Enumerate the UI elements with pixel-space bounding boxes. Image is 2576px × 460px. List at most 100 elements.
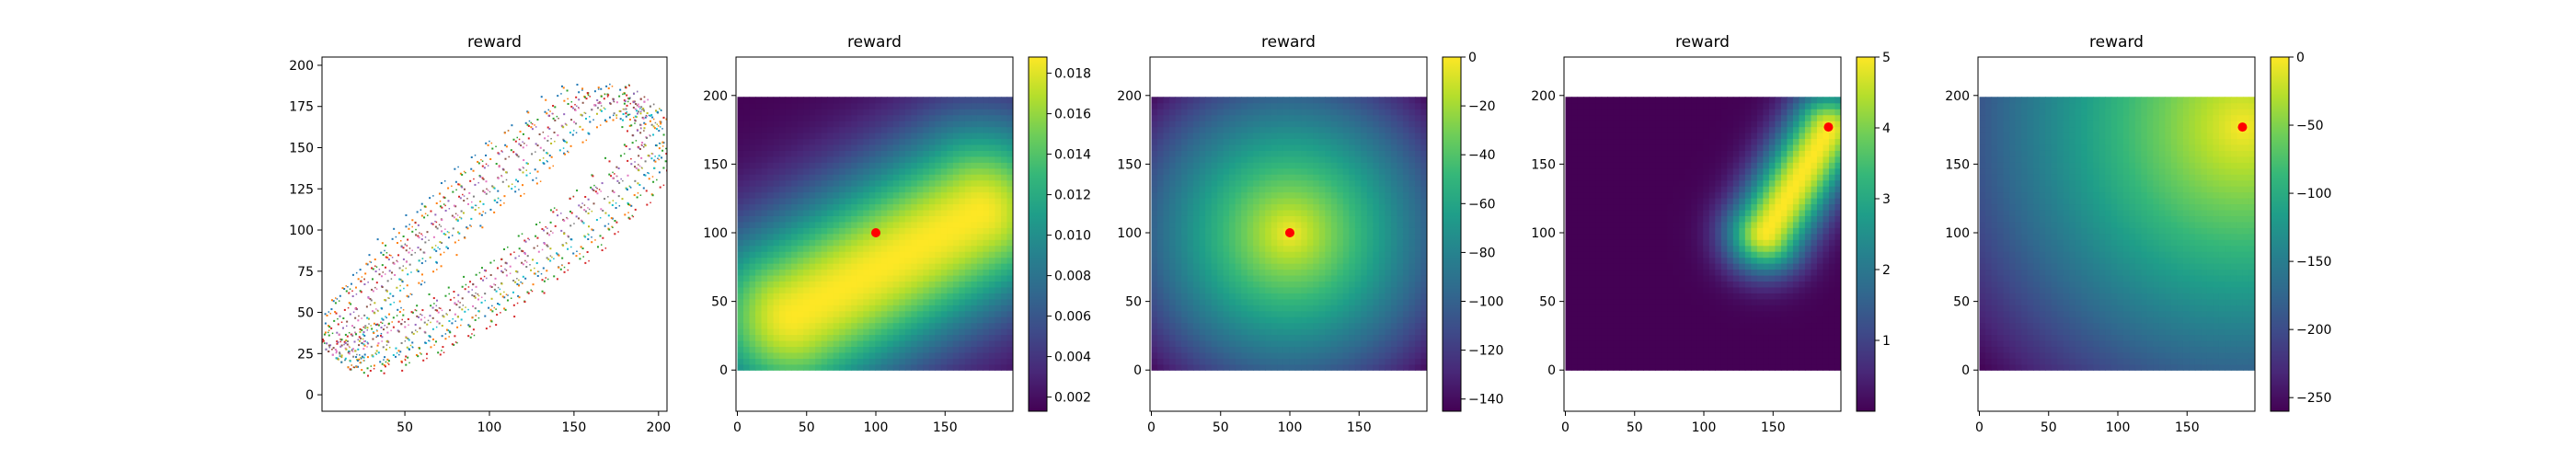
heatmap-cell: [899, 339, 906, 348]
heatmap-cell: [935, 245, 942, 252]
heatmap-cell: [928, 150, 936, 157]
trajectory-point: [646, 203, 649, 206]
heatmap-cell: [875, 215, 882, 223]
heatmap-cell: [880, 221, 888, 228]
trajectory-point: [414, 309, 417, 311]
heatmap-cell: [737, 198, 744, 205]
trajectory-point: [629, 102, 632, 105]
trajectory-point: [578, 91, 581, 94]
heatmap-cell: [1277, 322, 1284, 329]
heatmap-cell: [952, 293, 960, 300]
heatmap-cell: [761, 144, 768, 151]
heatmap-cell: [1235, 257, 1242, 264]
heatmap-cell: [1235, 132, 1242, 140]
heatmap-cell: [1259, 263, 1266, 270]
heatmap-cell: [1193, 198, 1201, 205]
heatmap-cell: [791, 322, 799, 329]
heatmap-cell: [767, 126, 775, 133]
y-tick-label: 150: [703, 157, 728, 172]
heatmap-cell: [880, 274, 888, 282]
heatmap-cell: [1175, 274, 1182, 282]
heatmap-cell: [935, 132, 942, 140]
trajectory-point: [388, 254, 391, 257]
trajectory-point: [535, 235, 537, 237]
trajectory-point: [419, 351, 421, 354]
heatmap-cell: [791, 155, 799, 163]
heatmap-cell: [797, 174, 804, 181]
heatmap-cell: [964, 209, 972, 216]
heatmap-cell: [1006, 198, 1013, 205]
heatmap-cell: [1282, 316, 1290, 324]
heatmap-cell: [971, 316, 978, 324]
heatmap-cell: [940, 339, 948, 348]
trajectory-point: [516, 154, 519, 156]
heatmap-cell: [851, 305, 858, 312]
trajectory-point: [465, 283, 467, 286]
heatmap-cell: [1229, 186, 1236, 193]
trajectory-point: [393, 301, 396, 304]
heatmap-cell: [1241, 167, 1248, 175]
heatmap-cell: [1271, 257, 1278, 264]
heatmap-cell: [1000, 102, 1008, 109]
heatmap-cell: [809, 109, 816, 116]
trajectory-point: [592, 119, 594, 121]
trajectory-point: [648, 178, 650, 180]
trajectory-point: [461, 308, 464, 311]
trajectory-point: [390, 271, 393, 274]
trajectory-point: [572, 130, 575, 132]
heatmap-cell: [988, 167, 996, 175]
heatmap-cell: [952, 358, 960, 365]
heatmap-cell: [868, 316, 876, 324]
heatmap-cell: [821, 233, 828, 240]
heatmap-cell: [845, 269, 852, 276]
heatmap-cell: [1006, 257, 1013, 264]
heatmap-cell: [791, 138, 799, 145]
heatmap-cell: [880, 97, 888, 104]
heatmap-cell: [904, 144, 912, 151]
heatmap-cell: [845, 144, 852, 151]
trajectory-point: [345, 285, 348, 287]
heatmap-cell: [827, 191, 834, 199]
heatmap-cell: [947, 114, 954, 121]
heatmap-cell: [863, 97, 870, 104]
heatmap-cell: [875, 233, 882, 240]
heatmap-cell: [935, 97, 942, 104]
trajectory-point: [397, 329, 399, 332]
heatmap-cell: [899, 286, 906, 293]
heatmap-cell: [1229, 126, 1236, 133]
heatmap-cell: [827, 233, 834, 240]
heatmap-cell: [1181, 114, 1189, 121]
heatmap-cell: [899, 239, 906, 247]
trajectory-point: [441, 230, 443, 233]
heatmap-cell: [892, 239, 900, 247]
trajectory-point: [662, 167, 665, 169]
heatmap-cell: [1187, 328, 1194, 336]
trajectory-point: [646, 112, 649, 115]
trajectory-point: [407, 273, 409, 276]
heatmap-cell: [779, 351, 787, 359]
trajectory-point: [406, 245, 408, 247]
heatmap-cell: [935, 138, 942, 145]
trajectory-point: [479, 201, 482, 203]
heatmap-cell: [1205, 245, 1213, 252]
heatmap-cell: [851, 328, 858, 336]
heatmap-cell: [1187, 203, 1194, 211]
heatmap-cell: [1163, 198, 1170, 205]
heatmap-cell: [887, 269, 894, 276]
heatmap-cell: [845, 121, 852, 128]
heatmap-cell: [1000, 121, 1008, 128]
heatmap-cell: [988, 251, 996, 259]
heatmap-cell: [940, 363, 948, 371]
heatmap-cell: [947, 179, 954, 187]
heatmap-cell: [1241, 215, 1248, 223]
trajectory-point: [419, 232, 420, 234]
heatmap-cell: [749, 179, 756, 187]
heatmap-cell: [851, 97, 858, 104]
heatmap-cell: [1217, 339, 1225, 348]
heatmap-cell: [947, 251, 954, 259]
heatmap-cell: [911, 239, 918, 247]
heatmap-cell: [1229, 102, 1236, 109]
trajectory-point: [618, 205, 621, 207]
trajectory-point: [539, 146, 542, 149]
heatmap-cell: [827, 97, 834, 104]
